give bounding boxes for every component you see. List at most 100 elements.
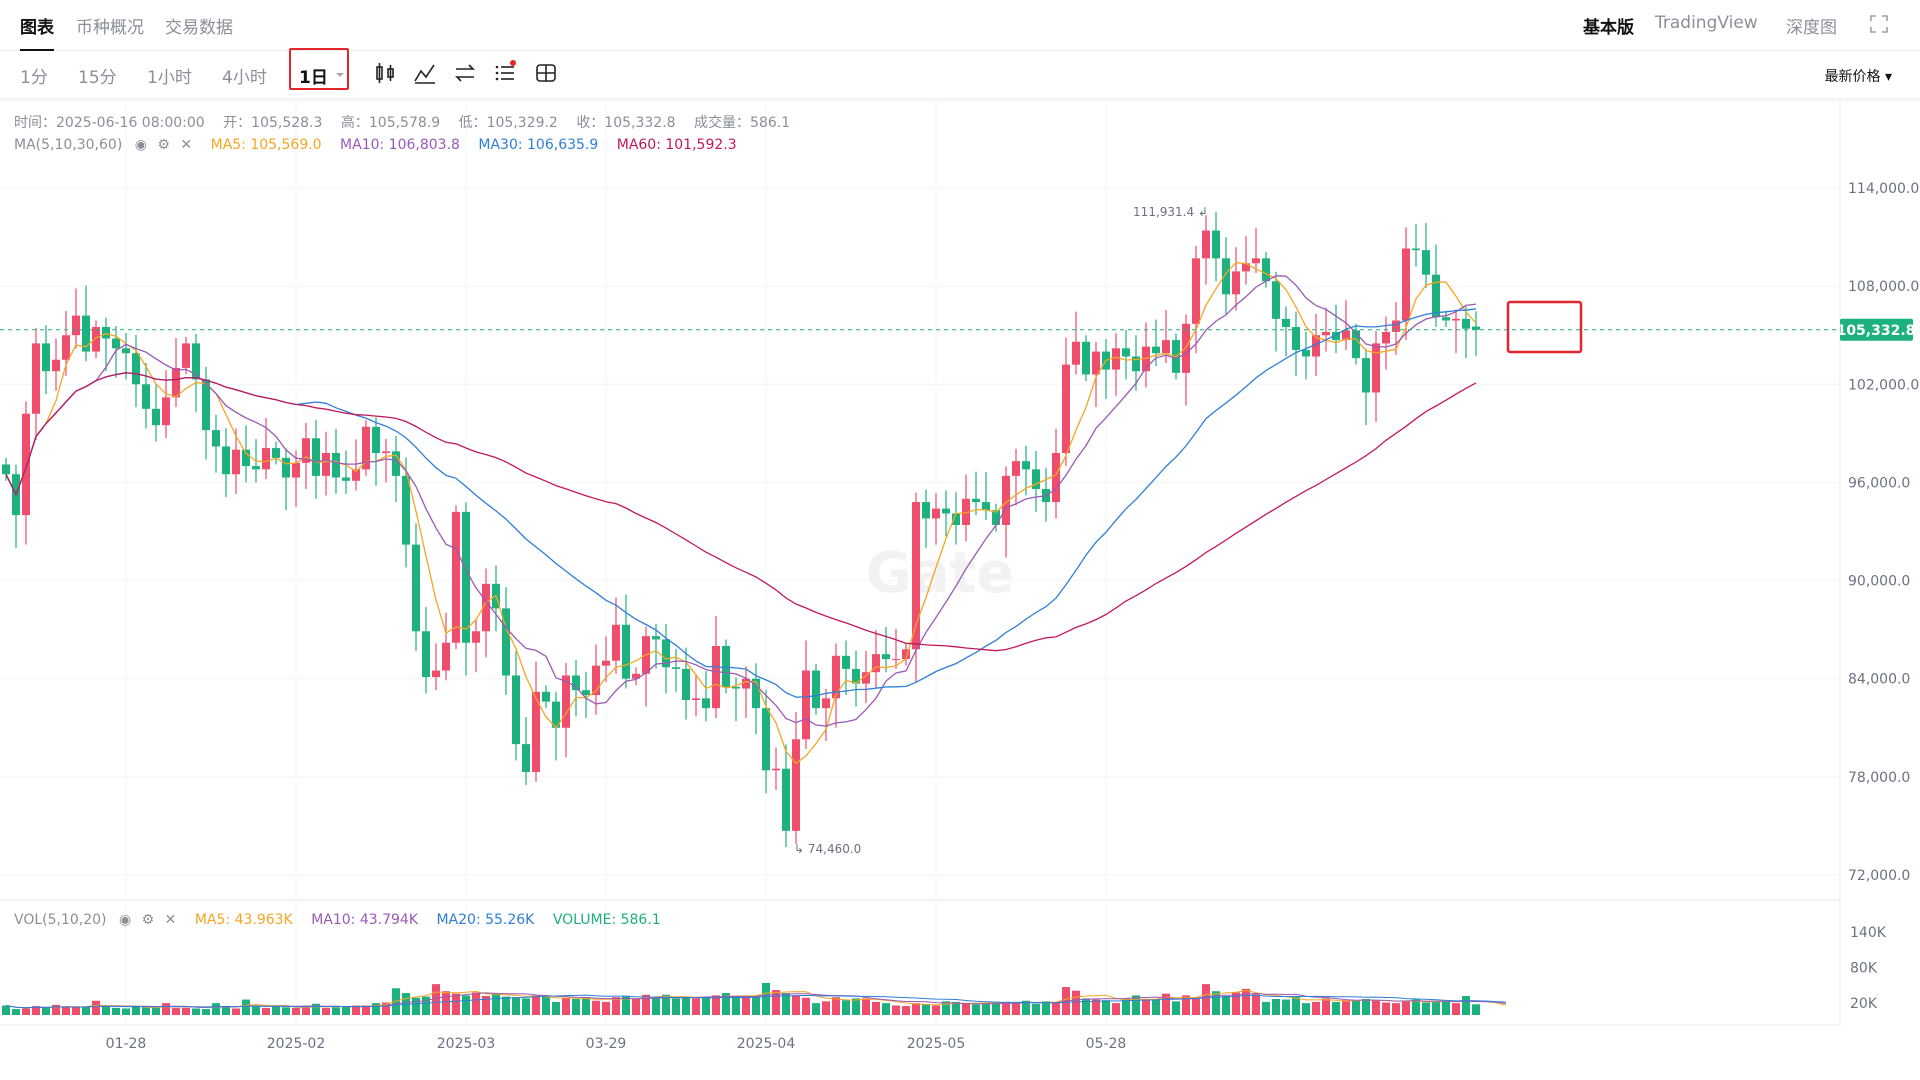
volume-bar [422, 996, 430, 1015]
vol-settings-icon[interactable]: ⚙ [141, 912, 155, 928]
swap-icon[interactable] [452, 60, 478, 86]
candle-body [732, 686, 740, 689]
chart-toolbar: 1分 15分 1小时 4小时 1日 最新价格 ▾ [0, 50, 1920, 99]
vol-volume-value: VOLUME: 586.1 [552, 912, 661, 928]
volume-bar [312, 1003, 320, 1015]
fullscreen-icon[interactable] [1869, 14, 1889, 34]
volume-bar [1422, 1002, 1430, 1015]
volume-bar [302, 1007, 310, 1015]
indicator-icon[interactable] [412, 60, 438, 86]
candle-body [1362, 358, 1370, 393]
volume-bar [1082, 998, 1090, 1015]
volume-bar [682, 997, 690, 1015]
candle-body [52, 359, 60, 372]
nav-tradingview[interactable]: TradingView [1655, 13, 1758, 33]
volume-bar [832, 997, 840, 1015]
candle-body [782, 768, 790, 831]
candle-body [932, 508, 940, 519]
volume-bar [2, 1005, 10, 1015]
ohlc-time: 时间：2025-06-16 08:00:00 [14, 115, 205, 131]
eye-icon[interactable]: ◉ [134, 137, 147, 153]
volume-bar [732, 996, 740, 1015]
volume-bar [942, 1001, 950, 1015]
volume-bar [1382, 1002, 1390, 1015]
interval-1m[interactable]: 1分 [20, 68, 48, 88]
volume-bar [592, 1000, 600, 1015]
candle-body [542, 691, 550, 702]
layout-icon[interactable] [533, 60, 559, 86]
date-axis-label: 2025-03 [437, 1036, 496, 1052]
interval-15m[interactable]: 15分 [78, 68, 117, 88]
candle-body [92, 327, 100, 352]
ma30-line [5, 308, 1477, 698]
volume-bar [502, 996, 510, 1015]
candle-body [472, 631, 480, 643]
low-marker-label: ↳ 74,460.0 [794, 842, 861, 856]
volume-bar [212, 1003, 220, 1015]
volume-bar [1012, 1003, 1020, 1015]
candle-body [702, 698, 710, 709]
volume-bar [382, 1002, 390, 1015]
candle-body [372, 426, 380, 453]
volume-bar [892, 1005, 900, 1015]
candle-body [1352, 330, 1360, 359]
vol-close-icon[interactable]: ✕ [164, 912, 177, 928]
nav-basic[interactable]: 基本版 [1583, 18, 1634, 38]
candle-body [992, 510, 1000, 525]
volume-bar [1032, 1003, 1040, 1015]
candle-body [1072, 341, 1080, 365]
candle-body [742, 678, 750, 689]
volume-bar [862, 998, 870, 1015]
candle-body [1152, 346, 1160, 354]
volume-bar [342, 1006, 350, 1015]
tab-coin-overview[interactable]: 币种概况 [76, 18, 144, 38]
candle-body [1322, 331, 1330, 336]
volume-bar [22, 1008, 30, 1015]
candle-body [72, 315, 80, 336]
tab-trade-data[interactable]: 交易数据 [165, 18, 233, 38]
volume-bar [1132, 995, 1140, 1015]
settings-icon[interactable]: ⚙ [157, 137, 170, 153]
candlestick-icon[interactable] [372, 60, 398, 86]
candle-body [202, 379, 210, 431]
candle-body [82, 315, 90, 352]
candle-body [442, 642, 450, 671]
vol-legend-title: VOL(5,10,20) [14, 912, 107, 928]
close-icon[interactable]: ✕ [180, 137, 193, 153]
interval-1d[interactable]: 1日 [299, 68, 328, 88]
candle-body [62, 335, 70, 360]
volume-bar [1212, 991, 1220, 1015]
tab-chart[interactable]: 图表 [20, 13, 54, 51]
volume-bar [762, 982, 770, 1015]
candle-body [812, 670, 820, 709]
candle-body [1382, 331, 1390, 344]
candle-body [242, 449, 250, 467]
candle-body [902, 649, 910, 660]
volume-bar [692, 998, 700, 1015]
price-type-select[interactable]: 最新价格 ▾ [1824, 69, 1892, 85]
vol-eye-icon[interactable]: ◉ [118, 912, 132, 928]
volume-bar [262, 1007, 270, 1015]
ohlc-close: 收：105,332.8 [576, 115, 676, 131]
volume-bar [582, 997, 590, 1015]
candle-body [612, 624, 620, 661]
volume-bar [412, 997, 420, 1015]
candle-body [1092, 351, 1100, 375]
ma5-line [5, 261, 1477, 765]
candle-body [682, 668, 690, 700]
candle-body [102, 327, 110, 339]
candle-body [1122, 348, 1130, 357]
candle-body [922, 502, 930, 519]
settings-list-icon[interactable] [492, 60, 518, 86]
candle-body [32, 343, 40, 414]
interval-1h[interactable]: 1小时 [147, 68, 192, 88]
volume-bar [882, 1003, 890, 1015]
volume-bar [1362, 998, 1370, 1015]
interval-4h[interactable]: 4小时 [222, 68, 267, 88]
candle-body [1192, 258, 1200, 324]
volume-bar [792, 995, 800, 1015]
nav-depth[interactable]: 深度图 [1786, 18, 1837, 38]
volume-bar [222, 1006, 230, 1015]
candle-body [322, 452, 330, 476]
